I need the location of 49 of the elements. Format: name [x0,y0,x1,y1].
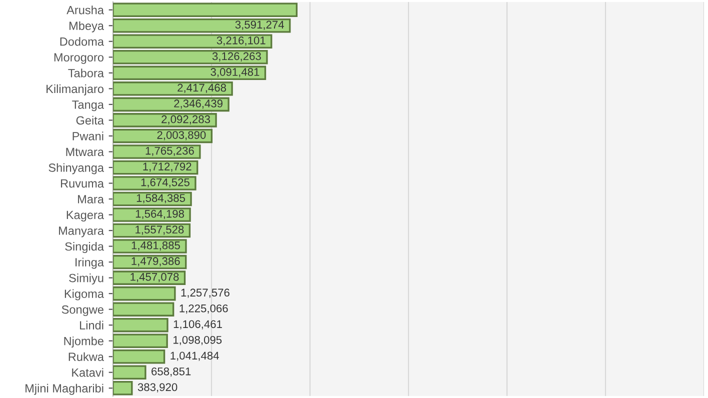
data-label: 658,851 [152,367,191,377]
data-label: 1,584,385 [136,194,186,204]
data-label: 1,041,484 [170,352,219,361]
y-tick-label: Kilimanjaro [46,84,104,96]
y-tick-label: Geita [76,116,104,125]
y-tick-label: Morogoro [54,53,104,64]
y-tick-label: Katavi [72,368,104,377]
y-tick-label: Kigoma [64,289,104,300]
data-label: 1,257,576 [181,288,230,298]
y-tick-label: Tanga [72,100,104,112]
data-label: 1,674,525 [141,178,190,188]
y-tick-label: Kagera [66,210,104,222]
data-label: 1,479,386 [132,257,180,266]
y-tick-label: Mtwara [66,148,104,156]
y-tick-label: Tabora [68,68,104,78]
data-label: 1,098,095 [173,336,222,346]
y-tick-label: Lindi [80,320,104,330]
data-label: 2,092,283 [162,115,210,124]
y-tick-label: Songwe [62,305,104,316]
data-label: 1,564,198 [136,210,184,220]
data-label: 1,457,078 [130,272,179,282]
data-label: 2,346,439 [174,100,222,109]
y-tick-label: Dodoma [60,37,104,46]
data-label: 3,126,263 [212,52,261,62]
y-tick-label: Shinyanga [48,163,104,174]
y-tick-label: Arusha [66,6,104,14]
y-tick-label: Ruvuma [60,179,104,188]
y-tick-label: Mjini Magharibi [26,384,104,395]
data-label: 1,557,528 [136,226,184,235]
y-tick-label: Mbeya [70,21,104,32]
data-label: 2,003,890 [157,131,206,140]
data-label: 1,481,885 [132,241,180,251]
y-tick-label: Manyara [59,226,104,238]
data-label: 3,091,481 [210,68,260,78]
y-tick-label: Pwani [72,132,104,140]
data-label: 383,920 [138,383,178,392]
y-tick-label: Simiyu [69,274,104,285]
y-tick-label: Mara [78,195,104,204]
y-tick-label: Rukwa [68,352,104,361]
data-label: 1,225,066 [180,304,228,314]
y-tick-label: Singida [65,242,104,254]
data-label: 3,216,101 [216,36,266,46]
data-label: 1,765,236 [146,146,194,156]
y-tick-label: Iringa [76,258,104,269]
y-tick-label: Njombe [64,336,104,348]
data-label: 3,591,274 [235,20,284,30]
data-label: 2,417,468 [178,84,226,93]
data-label: 1,712,792 [143,162,192,172]
data-label: 1,106,461 [174,320,222,330]
